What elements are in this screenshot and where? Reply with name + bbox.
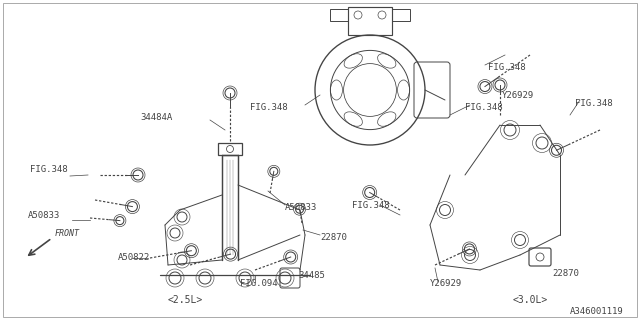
Text: <2.5L>: <2.5L>	[168, 295, 203, 305]
Text: FIG.348: FIG.348	[465, 103, 502, 113]
Text: FIG.348: FIG.348	[488, 63, 525, 73]
Text: Y26929: Y26929	[430, 279, 462, 289]
Text: FRONT: FRONT	[55, 228, 80, 237]
Text: 34485: 34485	[298, 271, 325, 281]
Text: FIG.348: FIG.348	[250, 103, 287, 113]
Text: FIG.348: FIG.348	[575, 99, 612, 108]
Text: FIG.348: FIG.348	[352, 201, 390, 210]
Text: A346001119: A346001119	[570, 308, 624, 316]
Text: 34484A: 34484A	[140, 113, 172, 122]
Text: <3.0L>: <3.0L>	[513, 295, 548, 305]
Text: A50833: A50833	[28, 212, 60, 220]
Text: FIG.348: FIG.348	[30, 165, 68, 174]
Text: 22870: 22870	[320, 233, 347, 242]
Text: A50822: A50822	[118, 253, 150, 262]
Text: 22870: 22870	[552, 268, 579, 277]
Text: FIG.094: FIG.094	[240, 279, 278, 289]
Text: A50833: A50833	[285, 203, 317, 212]
Text: Y26929: Y26929	[502, 91, 534, 100]
